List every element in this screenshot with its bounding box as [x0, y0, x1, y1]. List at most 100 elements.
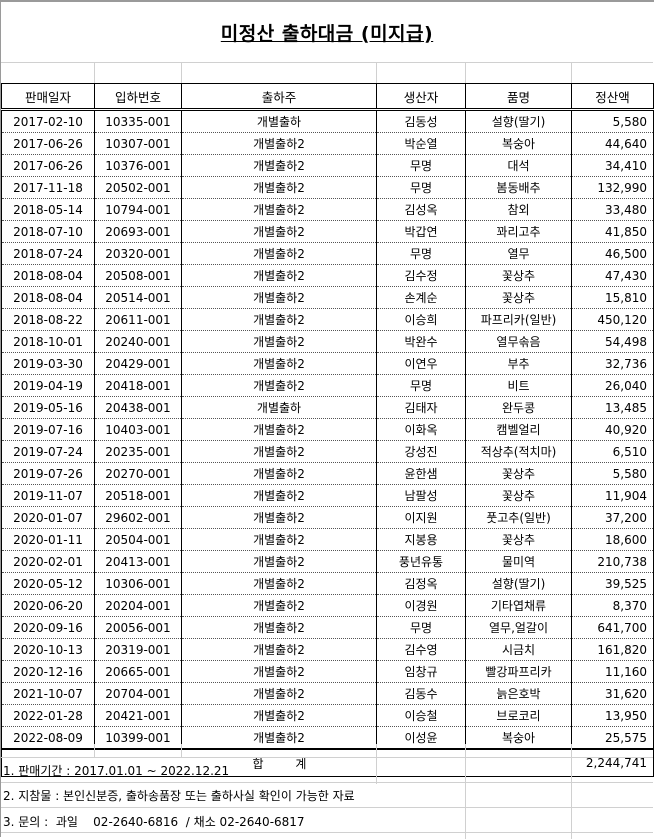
table-row: 2019-11-07 20518-001 개별출하2 남팔성 꽃상추 11,904 [1, 484, 654, 507]
page-title: 미정산 출하대금 (미지급) [220, 22, 434, 45]
sale-date-cell: 2018-07-24 [1, 242, 95, 265]
producer-cell: 이지원 [376, 506, 466, 529]
table-body: 2017-02-10 10335-001 개별출하 김동성 설향(딸기) 5,580 201… [1, 109, 654, 750]
amount-cell: 26,040 [571, 374, 654, 397]
receipt-no-cell: 20693-001 [94, 220, 182, 243]
sale-date-cell: 2020-01-11 [1, 528, 95, 551]
receipt-no-cell: 10306-001 [94, 572, 182, 595]
amount-cell: 15,810 [571, 286, 654, 309]
amount-cell: 11,160 [571, 660, 654, 683]
producer-cell: 김수정 [376, 264, 466, 287]
sale-date-cell: 2017-02-10 [1, 109, 95, 133]
sale-date-cell: 2020-05-12 [1, 572, 95, 595]
amount-cell: 11,904 [571, 484, 654, 507]
receipt-no-cell: 20320-001 [94, 242, 182, 265]
shipper-cell: 개별출하2 [181, 352, 377, 375]
receipt-no-cell: 29602-001 [94, 506, 182, 529]
amount-cell: 161,820 [571, 638, 654, 661]
grid-line [571, 62, 572, 83]
header-row: 판매일자 입하번호 출하주 생산자 품명 정산액 [1, 83, 654, 111]
shipper-cell: 개별출하2 [181, 374, 377, 397]
amount-cell: 32,736 [571, 352, 654, 375]
grid-line [1, 807, 653, 808]
item-name-cell: 꽈리고추 [465, 220, 572, 243]
table-row: 2020-05-12 10306-001 개별출하2 김정옥 설향(딸기) 39,525 [1, 572, 654, 595]
shipper-cell: 개별출하2 [181, 528, 377, 551]
shipper-cell: 개별출하2 [181, 264, 377, 287]
producer-cell: 임창규 [376, 660, 466, 683]
sale-date-cell: 2019-04-19 [1, 374, 95, 397]
amount-cell: 132,990 [571, 176, 654, 199]
producer-cell: 이경원 [376, 594, 466, 617]
total-value: 2,244,741 [571, 748, 654, 777]
item-name-cell: 꽃상추 [465, 528, 572, 551]
shipper-cell: 개별출하2 [181, 616, 377, 639]
receipt-no-cell: 20514-001 [94, 286, 182, 309]
producer-cell: 이화옥 [376, 418, 466, 441]
producer-cell: 김동성 [376, 109, 466, 133]
receipt-no-cell: 20418-001 [94, 374, 182, 397]
table-row: 2022-08-09 10399-001 개별출하2 이성윤 복숭아 25,575 [1, 726, 654, 750]
column-header-amount: 정산액 [571, 83, 654, 111]
shipper-cell: 개별출하2 [181, 484, 377, 507]
producer-cell: 무명 [376, 176, 466, 199]
table-row: 2019-07-26 20270-001 개별출하2 윤한샘 꽃상추 5,580 [1, 462, 654, 485]
producer-cell: 김동수 [376, 682, 466, 705]
producer-cell: 이승철 [376, 704, 466, 727]
amount-cell: 44,640 [571, 132, 654, 155]
receipt-no-cell: 10335-001 [94, 109, 182, 133]
producer-cell: 무명 [376, 242, 466, 265]
grid-line [94, 744, 95, 757]
grid-line [1, 832, 653, 833]
note-contact: 3. 문의 : 과일 02-2640-6816 / 채소 02-2640-681… [3, 815, 305, 829]
shipper-cell: 개별출하2 [181, 594, 377, 617]
sale-date-cell: 2019-07-26 [1, 462, 95, 485]
table-row: 2019-03-30 20429-001 개별출하2 이연우 부추 32,736 [1, 352, 654, 375]
receipt-no-cell: 20240-001 [94, 330, 182, 353]
table-row: 2018-10-01 20240-001 개별출하2 박완수 열무솎음 54,498 [1, 330, 654, 353]
table-row: 2017-06-26 10376-001 개별출하2 무명 대석 34,410 [1, 154, 654, 177]
receipt-no-cell: 20413-001 [94, 550, 182, 573]
total-label: 합 계 [1, 748, 572, 777]
producer-cell: 이성윤 [376, 726, 466, 750]
producer-cell: 무명 [376, 154, 466, 177]
amount-cell: 34,410 [571, 154, 654, 177]
receipt-no-cell: 20704-001 [94, 682, 182, 705]
item-name-cell: 시금치 [465, 638, 572, 661]
column-header-receipt-no: 입하번호 [94, 83, 182, 111]
item-name-cell: 완두콩 [465, 396, 572, 419]
amount-cell: 39,525 [571, 572, 654, 595]
producer-cell: 무명 [376, 616, 466, 639]
grid-line [376, 744, 377, 784]
receipt-no-cell: 20665-001 [94, 660, 182, 683]
column-header-item: 품명 [465, 83, 572, 111]
shipper-cell: 개별출하2 [181, 286, 377, 309]
item-name-cell: 복숭아 [465, 132, 572, 155]
item-name-cell: 참외 [465, 198, 572, 221]
receipt-no-cell: 10307-001 [94, 132, 182, 155]
table-row: 2018-07-24 20320-001 개별출하2 무명 열무 46,500 [1, 242, 654, 265]
grid-line [94, 62, 95, 83]
sale-date-cell: 2017-11-18 [1, 176, 95, 199]
sale-date-cell: 2020-06-20 [1, 594, 95, 617]
shipper-cell: 개별출하2 [181, 308, 377, 331]
item-name-cell: 열무,얼갈이 [465, 616, 572, 639]
shipper-cell: 개별출하2 [181, 704, 377, 727]
amount-cell: 641,700 [571, 616, 654, 639]
table-row: 2022-01-28 20421-001 개별출하2 이승철 브로코리 13,950 [1, 704, 654, 727]
sale-date-cell: 2019-03-30 [1, 352, 95, 375]
shipper-cell: 개별출하2 [181, 550, 377, 573]
sale-date-cell: 2021-10-07 [1, 682, 95, 705]
receipt-no-cell: 20508-001 [94, 264, 182, 287]
item-name-cell: 브로코리 [465, 704, 572, 727]
receipt-no-cell: 10399-001 [94, 726, 182, 750]
receipt-no-cell: 20438-001 [94, 396, 182, 419]
sale-date-cell: 2020-10-13 [1, 638, 95, 661]
amount-cell: 40,920 [571, 418, 654, 441]
sale-date-cell: 2019-07-16 [1, 418, 95, 441]
item-name-cell: 열무 [465, 242, 572, 265]
receipt-no-cell: 20611-001 [94, 308, 182, 331]
sale-date-cell: 2019-05-16 [1, 396, 95, 419]
sale-date-cell: 2019-07-24 [1, 440, 95, 463]
